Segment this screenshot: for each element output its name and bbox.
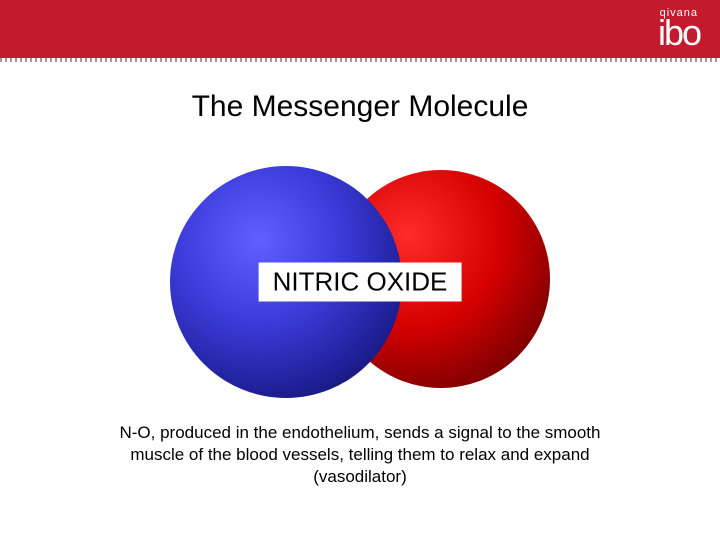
divider-dotted [0,58,720,62]
slide-title: The Messenger Molecule [0,90,720,124]
brand-logo: qivana ibo [658,8,700,51]
header-bar: qivana ibo [0,0,720,58]
slide-content: The Messenger Molecule NITRIC OXIDE N-O,… [0,58,720,422]
molecule-diagram: NITRIC OXIDE [170,142,550,422]
molecule-label: NITRIC OXIDE [259,263,462,302]
logo-main-text: ibo [658,15,700,51]
slide-caption: N-O, produced in the endothelium, sends … [110,422,610,488]
